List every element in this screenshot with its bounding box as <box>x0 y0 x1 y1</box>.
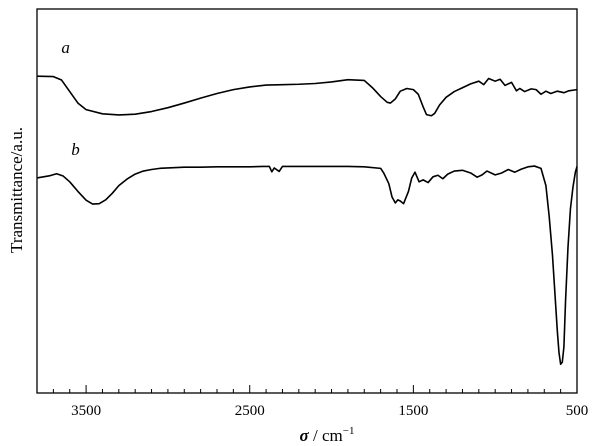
series-layer <box>36 75 578 365</box>
x-axis-ticks <box>36 385 578 393</box>
x-tick-label: 2500 <box>235 403 265 419</box>
x-axis-exponent: −1 <box>343 425 355 437</box>
x-tick-label: 1500 <box>398 403 428 419</box>
x-axis-separator: / <box>309 426 322 445</box>
series-label-b: b <box>71 140 80 159</box>
plot-frame <box>36 8 578 394</box>
x-tick-label: 500 <box>566 403 589 419</box>
series-line-a <box>36 75 578 117</box>
x-tick-label: 3500 <box>71 403 101 419</box>
x-axis-unit: cm <box>322 426 343 445</box>
series-line-b <box>36 165 578 365</box>
x-axis-symbol: σ <box>300 426 310 445</box>
series-label-a: a <box>61 38 70 57</box>
x-axis-tick-labels: 3500 2500 1500 500 <box>71 403 588 419</box>
y-axis-label: Transmittance/a.u. <box>7 127 26 253</box>
curve-labels: ab <box>61 38 79 159</box>
x-axis-label: σ / cm−1 <box>300 425 355 445</box>
